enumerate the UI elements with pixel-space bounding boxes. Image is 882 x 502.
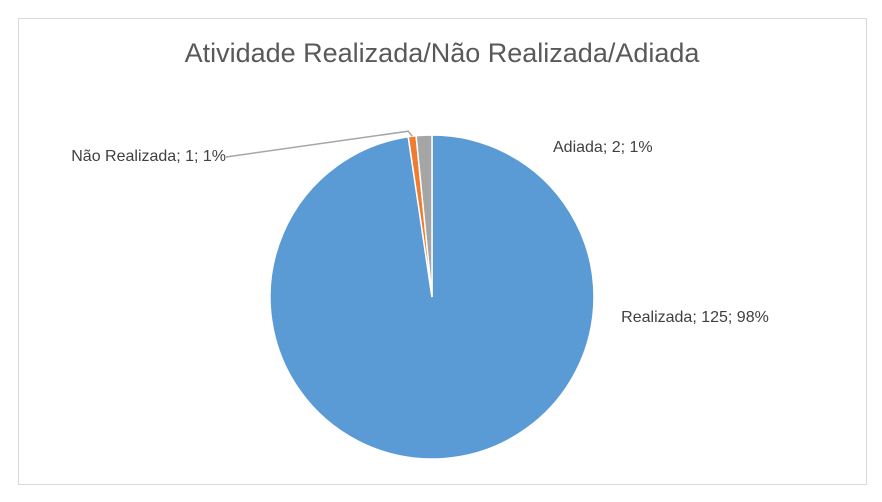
pie-slice (415, 134, 433, 298)
chart-title: Atividade Realizada/Não Realizada/Adiada (184, 38, 700, 68)
data-label: Adiada; 2; 1% (553, 139, 653, 156)
leader-line (225, 130, 413, 158)
data-label: Não Realizada; 1; 1% (71, 148, 226, 165)
data-label: Realizada; 125; 98% (621, 309, 769, 326)
